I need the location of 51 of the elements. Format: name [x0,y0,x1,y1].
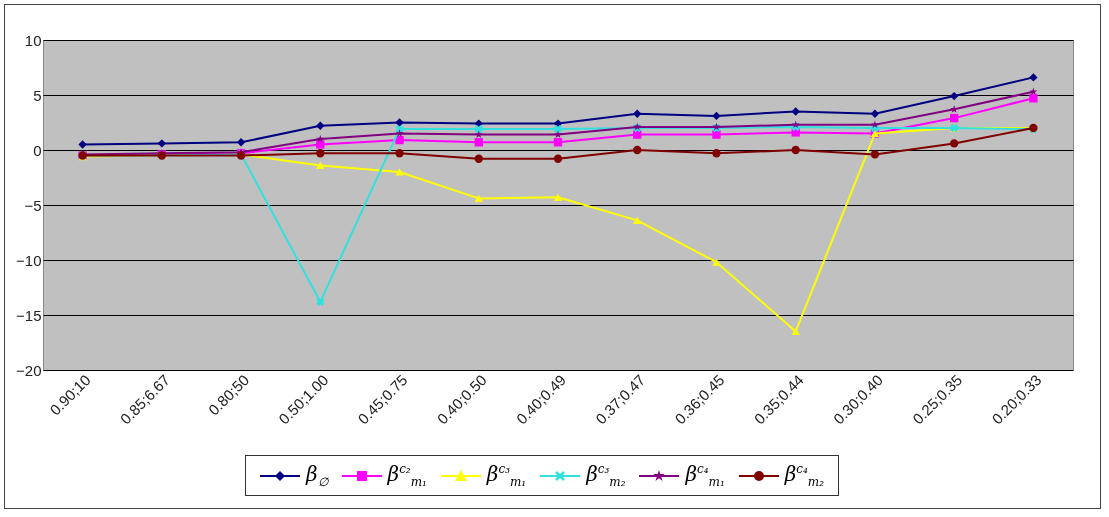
point [1029,87,1038,96]
legend-label: β$_{∅}$ [306,462,328,489]
point [870,109,880,118]
y-tick-label: −20 [16,361,42,379]
point [474,194,483,203]
point [395,168,404,176]
point [949,113,959,123]
point [78,140,87,149]
point [236,138,246,147]
point [712,149,721,158]
point [553,124,563,134]
y-tick-label: −15 [16,306,42,324]
point [316,297,325,306]
point [474,130,483,138]
point [316,161,325,170]
point [316,140,325,149]
point [395,129,404,137]
y-tick-label: 0 [33,141,42,159]
point [633,216,642,225]
y-tick-label: −5 [24,196,42,214]
point [553,138,563,147]
point [554,130,562,138]
point [791,327,800,336]
point [712,111,721,121]
point [870,120,879,129]
point [316,134,325,143]
point [395,149,404,158]
point [553,154,563,163]
point [633,145,642,155]
point [712,258,721,266]
y-tick-label: 10 [24,31,42,49]
y-tick-label: 5 [33,86,42,104]
point [791,107,800,116]
y-tick-label: −10 [16,251,42,269]
point [395,135,404,145]
point [870,150,880,159]
point [949,91,959,101]
point [553,193,563,201]
point [949,139,959,148]
point [1029,94,1038,103]
point [474,138,483,147]
point [791,145,800,155]
point [474,154,483,163]
point [157,139,167,148]
point [316,149,325,158]
point [633,109,642,118]
point [712,130,721,139]
point [395,118,404,127]
point [1029,73,1038,82]
point [316,121,325,130]
point [474,124,483,134]
